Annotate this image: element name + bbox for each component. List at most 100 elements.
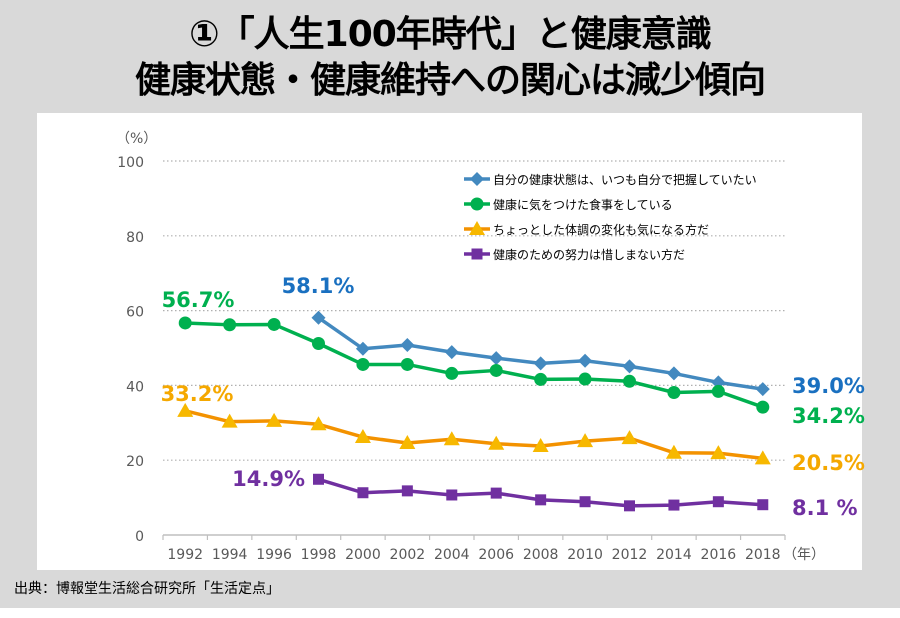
data-label: 33.2% bbox=[161, 382, 234, 406]
diamond-marker bbox=[400, 338, 415, 353]
triangle-marker bbox=[488, 435, 505, 450]
diamond-marker bbox=[311, 310, 326, 325]
x-tick-label: 2018 bbox=[745, 547, 781, 563]
legend: 自分の健康状態は、いつも自分で把握していたい健康に気をつけた食事をしているちょっ… bbox=[464, 172, 757, 262]
circle-marker bbox=[711, 384, 725, 398]
circle-marker bbox=[400, 357, 414, 371]
triangle-marker bbox=[710, 445, 727, 460]
circle-marker bbox=[623, 374, 636, 388]
x-tick-label: 2000 bbox=[345, 547, 381, 563]
annotations: 58.1% 39.0% 56.7% 34.2% 33.2% 20.5% 14.9% 8.1 % bbox=[161, 274, 865, 520]
y-tick-label: 20 bbox=[126, 454, 144, 470]
data-label: 34.2% bbox=[792, 404, 865, 428]
legend-item: 自分の健康状態は、いつも自分で把握していたい bbox=[464, 172, 757, 187]
square-marker bbox=[757, 499, 769, 511]
circle-marker bbox=[756, 400, 770, 414]
x-tick-label: 2010 bbox=[567, 547, 603, 563]
x-axis: 1992 1994 1996 1998 2000 2002 2004 2006 2008 2010… bbox=[162, 534, 786, 563]
triangle-marker bbox=[665, 444, 682, 459]
square-marker bbox=[579, 496, 591, 508]
triangle-marker bbox=[399, 434, 416, 449]
legend-label: 健康のための努力は惜しまない方だ bbox=[493, 247, 685, 262]
circle-marker bbox=[223, 318, 237, 332]
source-citation: 出典：博報堂生活総合研究所「生活定点」 bbox=[14, 581, 280, 597]
y-tick-label: 40 bbox=[126, 379, 144, 395]
diamond-marker bbox=[578, 353, 593, 368]
circle-marker bbox=[356, 357, 370, 371]
series-0 bbox=[311, 310, 770, 397]
x-tick-label: 2008 bbox=[523, 547, 559, 563]
circle-marker bbox=[489, 363, 503, 377]
diamond-marker bbox=[755, 382, 770, 397]
series-line bbox=[185, 321, 764, 409]
diamond-marker bbox=[355, 341, 370, 356]
data-label: 20.5% bbox=[792, 451, 865, 475]
series-3 bbox=[313, 473, 769, 512]
diamond-marker bbox=[470, 172, 484, 186]
triangle-marker bbox=[469, 221, 485, 235]
triangle-marker bbox=[354, 429, 371, 444]
series-group bbox=[177, 310, 771, 512]
square-marker bbox=[357, 487, 369, 499]
square-marker bbox=[490, 487, 502, 499]
x-tick-label: 1996 bbox=[256, 547, 292, 563]
legend-item: 健康に気をつけた食事をしている bbox=[464, 197, 673, 212]
series-line bbox=[184, 409, 763, 461]
x-tick-label: 2002 bbox=[390, 547, 426, 563]
triangle-marker bbox=[266, 412, 283, 427]
x-tick-label: 1992 bbox=[167, 547, 203, 563]
circle-marker bbox=[312, 337, 325, 351]
triangle-marker bbox=[221, 413, 238, 428]
diamond-marker bbox=[622, 359, 637, 374]
square-marker bbox=[446, 489, 458, 501]
x-tick-label: 2012 bbox=[612, 547, 648, 563]
chart-title-line2: 健康状態・健康維持への関心は減少傾向 bbox=[134, 60, 766, 101]
triangle-marker bbox=[621, 430, 638, 445]
square-marker bbox=[712, 496, 724, 508]
data-label: 56.7% bbox=[162, 288, 235, 312]
y-axis-ticks: 0 20 40 60 80 100 bbox=[117, 155, 144, 545]
triangle-marker bbox=[443, 431, 460, 446]
y-axis-unit-label: （%） bbox=[116, 131, 157, 147]
series-2 bbox=[177, 402, 771, 465]
x-tick-label: 2014 bbox=[656, 547, 692, 563]
triangle-marker bbox=[754, 450, 771, 465]
x-axis-unit-label: （年） bbox=[783, 547, 825, 563]
x-tick-label: 2016 bbox=[701, 547, 737, 563]
triangle-marker bbox=[177, 402, 194, 417]
square-marker bbox=[401, 485, 413, 497]
diamond-marker bbox=[489, 351, 504, 366]
x-tick-label: 2004 bbox=[434, 547, 470, 563]
circle-marker bbox=[445, 366, 459, 380]
chart-title-line1: ①「人生100年時代」と健康意識 bbox=[189, 14, 712, 55]
x-tick-label: 1998 bbox=[301, 547, 337, 563]
diamond-marker bbox=[444, 345, 459, 360]
x-tick-label: 2006 bbox=[478, 547, 514, 563]
data-label: 14.9% bbox=[232, 467, 305, 491]
y-tick-label: 80 bbox=[126, 230, 144, 246]
circle-marker bbox=[178, 316, 192, 330]
diamond-marker bbox=[533, 356, 548, 371]
circle-marker bbox=[267, 317, 281, 331]
legend-item: ちょっとした体調の変化も気になる方だ bbox=[464, 221, 709, 237]
circle-marker bbox=[470, 197, 484, 211]
data-label: 8.1 % bbox=[792, 496, 858, 520]
triangle-marker bbox=[310, 416, 327, 431]
circle-marker bbox=[578, 372, 592, 386]
triangle-marker bbox=[577, 433, 594, 448]
y-tick-label: 0 bbox=[135, 529, 144, 545]
x-tick-label: 1994 bbox=[212, 547, 248, 563]
square-marker bbox=[668, 499, 680, 511]
diamond-marker bbox=[666, 366, 681, 381]
legend-label: 自分の健康状態は、いつも自分で把握していたい bbox=[493, 172, 757, 187]
legend-item: 健康のための努力は惜しまない方だ bbox=[464, 247, 685, 262]
series-1 bbox=[178, 316, 770, 414]
square-marker bbox=[624, 500, 635, 512]
square-marker bbox=[535, 494, 547, 506]
square-marker bbox=[471, 248, 483, 260]
data-label: 58.1% bbox=[282, 274, 355, 298]
legend-label: ちょっとした体調の変化も気になる方だ bbox=[493, 222, 709, 237]
circle-marker bbox=[667, 386, 681, 400]
data-label: 39.0% bbox=[792, 374, 865, 398]
